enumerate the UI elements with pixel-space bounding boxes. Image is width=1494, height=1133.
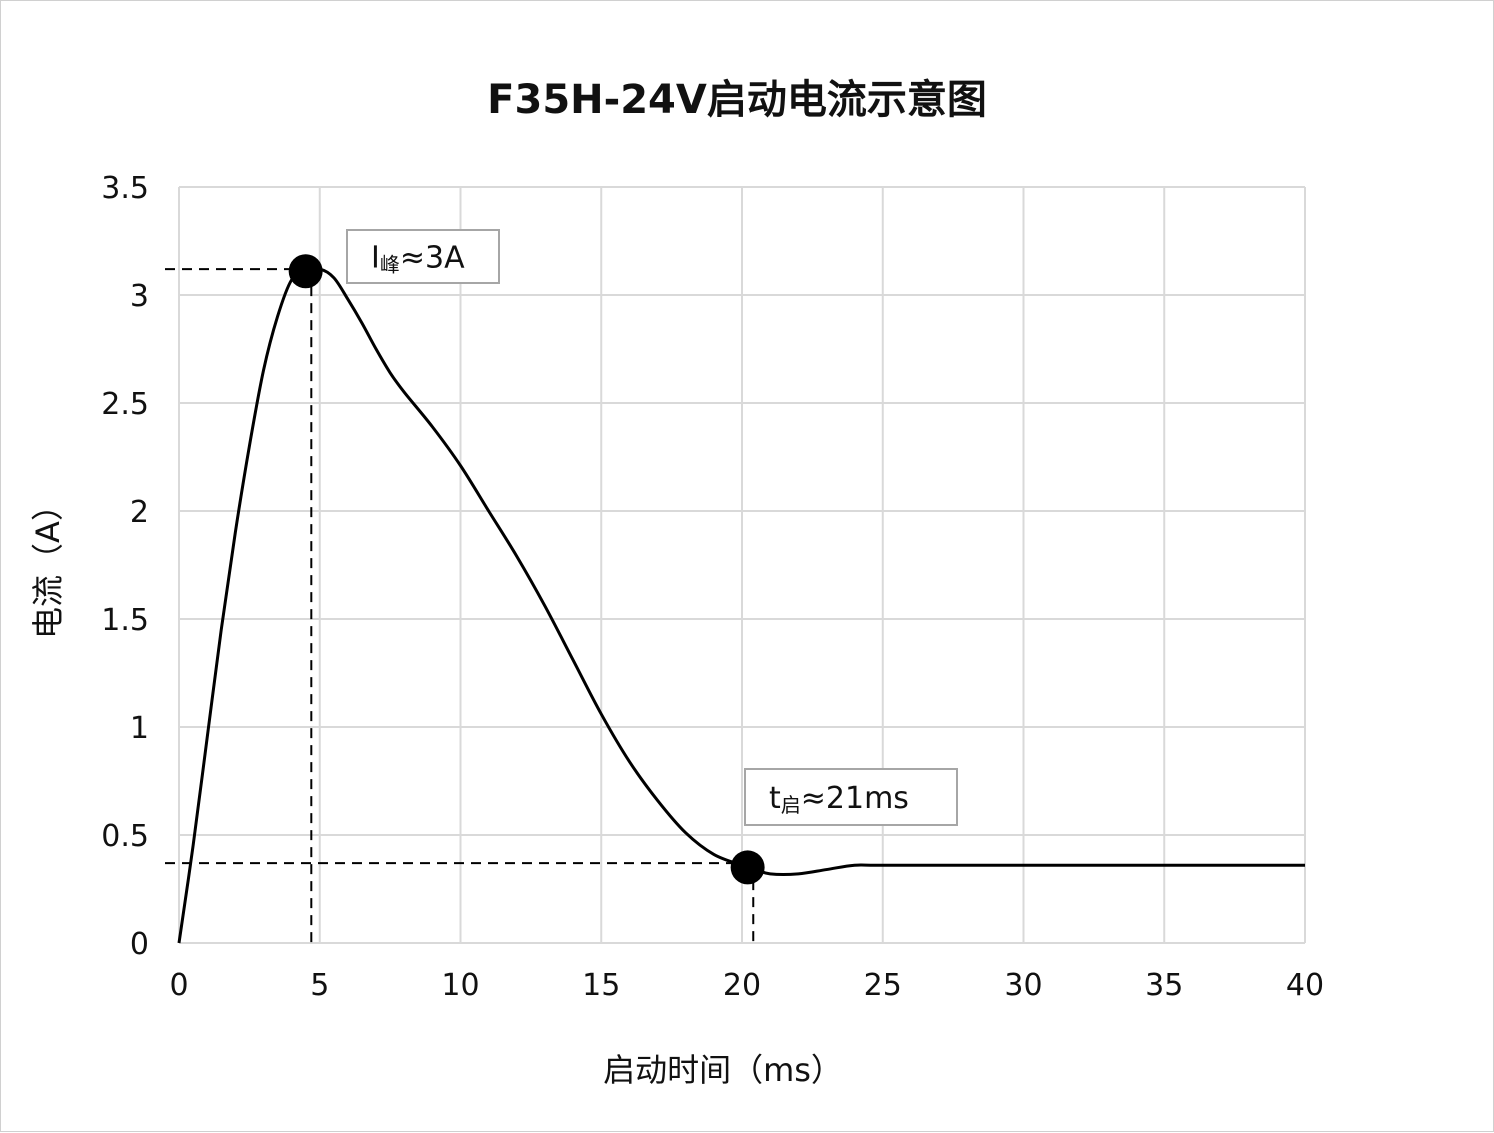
data-point-marker [730,850,765,885]
x-tick-label: 0 [169,968,188,1003]
x-tick-label: 25 [864,968,902,1003]
y-tick-label: 3.5 [101,171,149,206]
y-tick-label: 2.5 [101,387,149,422]
markers [288,254,765,885]
x-tick-label: 10 [441,968,479,1003]
y-tick-label: 0 [130,927,149,962]
series-line [177,267,1305,944]
x-tick-label: 15 [582,968,620,1003]
x-tick-label: 40 [1286,968,1324,1003]
x-tick-label: 20 [723,968,761,1003]
series-group [177,267,1305,944]
annotation-text: t启≈21ms [769,781,909,817]
data-point-marker [288,254,323,289]
x-axis-label: 启动时间（ms） [603,1051,843,1089]
x-tick-labels: 0 5 10 15 20 25 30 35 40 [169,968,1324,1003]
x-tick-label: 5 [310,968,329,1003]
y-axis-label: 电流（A） [29,489,67,639]
annotation-border [744,768,958,826]
annotation-text: I峰≈3A [371,241,465,277]
y-tick-label: 0.5 [101,819,149,854]
x-tick-label: 35 [1145,968,1183,1003]
annotations: I峰≈3A t启≈21ms [346,229,958,826]
y-tick-label: 3 [130,279,149,314]
annotation-box: I峰≈3A [346,229,500,284]
chart-title: F35H-24V启动电流示意图 [487,77,987,123]
y-tick-labels: 0 0.5 1 1.5 2 2.5 3 3.5 [101,171,149,962]
x-tick-label: 30 [1004,968,1042,1003]
y-tick-label: 1 [130,711,149,746]
y-tick-label: 2 [130,495,149,530]
annotation-box: t启≈21ms [744,768,958,826]
y-tick-label: 1.5 [101,603,149,638]
annotation-border [346,229,500,284]
reference-lines [165,268,755,947]
